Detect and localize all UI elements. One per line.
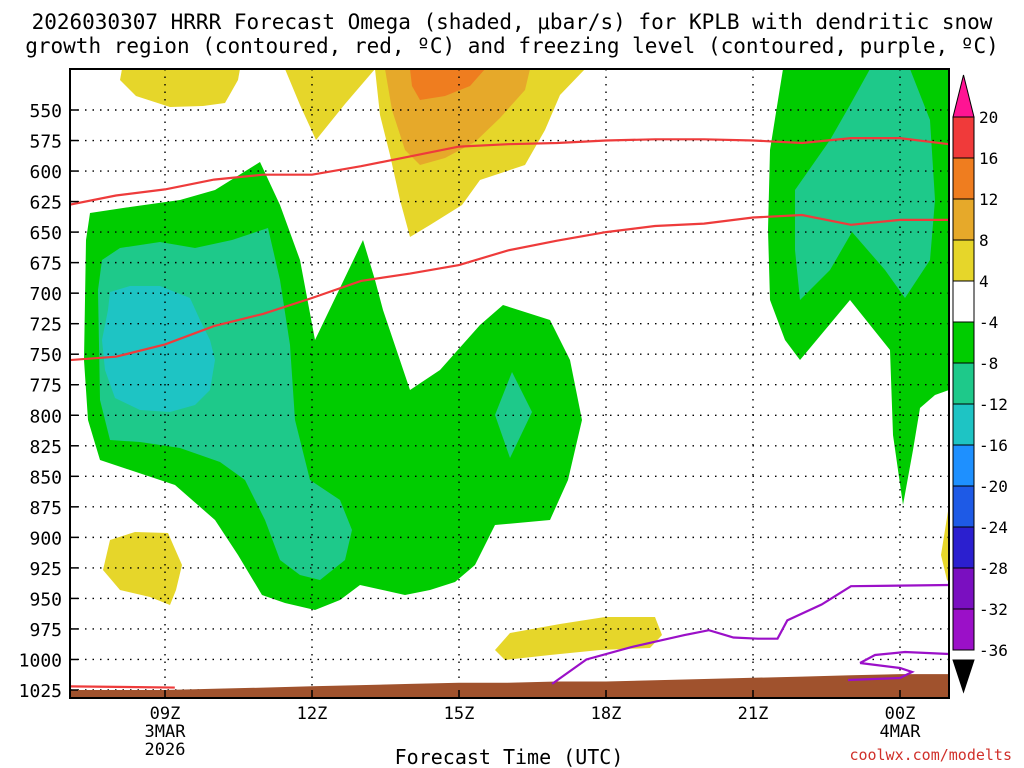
x-tick-label: 15Z <box>444 704 475 724</box>
dgz-contour-line <box>70 685 175 689</box>
dgz-contour-line <box>70 213 949 362</box>
omega-pos4-region <box>495 617 662 660</box>
colorbar-level-label: 20 <box>979 108 998 127</box>
x-axis-label: Forecast Time (UTC) <box>395 745 624 768</box>
colorbar-swatch <box>952 116 975 159</box>
colorbar-level-label: -36 <box>979 641 1008 660</box>
y-tick-label: 975 <box>29 620 62 641</box>
colorbar-min-arrow <box>952 659 975 694</box>
colorbar-level-label: 12 <box>979 190 998 209</box>
chart-title-line-1: 2026030307 HRRR Forecast Omega (shaded, … <box>31 10 993 34</box>
x-tick-label: 12Z <box>297 704 328 724</box>
y-tick-label: 575 <box>29 132 62 153</box>
plot-frame <box>69 68 950 699</box>
y-tick-label: 675 <box>29 254 62 275</box>
freezing-level-contour <box>847 650 949 682</box>
y-tick-label: 625 <box>29 193 62 214</box>
x-tick-year-label: 2026 <box>145 740 186 760</box>
colorbar-swatch <box>952 608 975 651</box>
freezing-level-contour <box>551 583 949 685</box>
y-tick-label: 750 <box>29 345 62 366</box>
y-tick-label: 900 <box>29 528 62 549</box>
colorbar-swatch <box>952 239 975 282</box>
colorbar-level-label: -12 <box>979 395 1008 414</box>
colorbar-swatch <box>952 567 975 610</box>
dgz-contour-line <box>70 137 949 206</box>
colorbar-swatch <box>952 526 975 569</box>
omega-neg12-region <box>102 286 215 412</box>
y-tick-label: 1025 <box>19 681 62 702</box>
omega-pos4-region <box>941 505 949 582</box>
x-tick-date-label: 4MAR <box>880 722 922 742</box>
colorbar-max-arrow <box>952 74 975 118</box>
y-tick-label: 725 <box>29 315 62 336</box>
x-tick-label: 00Z <box>885 704 916 724</box>
colorbar-level-label: -32 <box>979 600 1008 619</box>
omega-pos4-region <box>120 69 240 107</box>
y-tick-label: 825 <box>29 437 62 458</box>
colorbar-swatch <box>952 362 975 405</box>
y-axis: 550 575 600 625 650 675 700 725 750 775 800 825 850 8… <box>19 101 78 702</box>
omega-pos4-region <box>103 532 182 605</box>
colorbar-swatch <box>952 403 975 446</box>
colorbar-swatch <box>952 485 975 528</box>
x-tick-label: 21Z <box>738 704 769 724</box>
y-tick-label: 650 <box>29 223 62 244</box>
colorbar-level-label: 4 <box>979 272 989 291</box>
colorbar-level-label: -24 <box>979 518 1008 537</box>
terrain-ground <box>70 674 949 698</box>
y-tick-label: 550 <box>29 101 62 122</box>
y-tick-label: 850 <box>29 467 62 488</box>
colorbar-level-label: -20 <box>979 477 1008 496</box>
y-tick-label: 775 <box>29 376 62 397</box>
y-tick-label: 950 <box>29 589 62 610</box>
y-tick-label: 700 <box>29 284 62 305</box>
colorbar-swatch <box>952 280 975 323</box>
y-tick-label: 925 <box>29 559 62 580</box>
omega-pos12-region <box>410 69 485 100</box>
colorbar-level-label: -8 <box>979 354 998 373</box>
colorbar: 20 16 12 8 4 -4 -8 -12 -16 -20 -24 -28 -32 -36 <box>952 74 1008 694</box>
y-tick-label: 600 <box>29 162 62 183</box>
colorbar-level-label: 16 <box>979 149 998 168</box>
x-tick-date-label: 3MAR <box>145 722 187 742</box>
colorbar-swatch <box>952 444 975 487</box>
y-tick-label: 1000 <box>19 650 62 671</box>
x-tick-label: 18Z <box>591 704 622 724</box>
colorbar-level-label: -16 <box>979 436 1008 455</box>
x-tick-label: 09Z <box>150 704 181 724</box>
colorbar-level-label: -28 <box>979 559 1008 578</box>
chart-title-line-2: growth region (contoured, red, ºC) and f… <box>25 34 999 58</box>
colorbar-swatch <box>952 157 975 200</box>
colorbar-swatch <box>952 198 975 241</box>
omega-pos4-region <box>285 69 375 140</box>
colorbar-swatch <box>952 321 975 364</box>
y-tick-label: 875 <box>29 498 62 519</box>
colorbar-level-label: 8 <box>979 231 989 250</box>
colorbar-level-label: -4 <box>979 313 998 332</box>
y-tick-label: 800 <box>29 406 62 427</box>
contour-layer <box>70 137 949 698</box>
credit-link[interactable]: coolwx.com/modelts <box>849 746 1012 764</box>
